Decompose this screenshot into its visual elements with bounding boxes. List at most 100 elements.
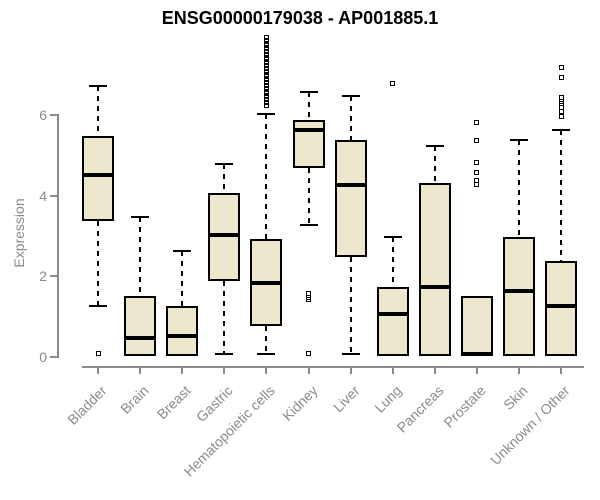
median-line xyxy=(208,233,241,237)
outlier-point xyxy=(390,81,396,87)
outlier-point xyxy=(95,351,101,357)
outlier-point xyxy=(263,34,269,40)
median-line xyxy=(124,335,157,340)
y-axis-tick xyxy=(50,275,57,278)
whisker-cap-upper xyxy=(215,163,234,166)
whisker-cap-lower xyxy=(89,304,107,307)
outlier-point xyxy=(263,91,269,97)
whisker-cap-upper xyxy=(131,215,150,218)
x-axis-tick xyxy=(223,366,226,374)
median-line xyxy=(250,281,283,286)
outlier-point xyxy=(474,119,480,125)
x-axis-tick xyxy=(433,366,436,374)
x-axis-tick xyxy=(391,366,394,374)
whisker-upper xyxy=(560,130,563,262)
x-tick-label: Lung xyxy=(370,382,405,416)
outlier-point xyxy=(263,40,269,46)
outlier-point xyxy=(558,113,564,119)
x-axis-tick xyxy=(265,366,268,374)
whisker-upper xyxy=(223,164,226,193)
median-line xyxy=(503,289,535,294)
median-line xyxy=(418,285,451,290)
whisker-cap-upper xyxy=(552,129,571,132)
x-tick-label: Bladder xyxy=(64,382,110,428)
outlier-point xyxy=(263,77,269,83)
median-line xyxy=(376,311,409,316)
box xyxy=(208,192,241,282)
whisker-cap-upper xyxy=(89,84,107,87)
whisker-upper xyxy=(97,85,99,137)
outlier-point xyxy=(263,68,269,74)
outlier-point xyxy=(263,71,269,77)
y-tick-label: 2 xyxy=(39,268,47,285)
outlier-point xyxy=(263,57,269,63)
x-tick-label: Skin xyxy=(500,382,531,413)
outlier-point xyxy=(263,60,269,66)
x-axis-tick xyxy=(97,366,99,374)
outlier-point xyxy=(306,351,311,357)
y-axis-tick xyxy=(50,114,57,116)
outlier-point xyxy=(263,63,269,69)
y-axis-tick xyxy=(50,194,57,197)
x-tick-label: Liver xyxy=(329,382,363,416)
outlier-point xyxy=(263,74,269,80)
y-tick-label: 4 xyxy=(39,187,47,204)
whisker-upper xyxy=(139,216,142,296)
whisker-upper xyxy=(391,237,394,288)
whisker-cap-upper xyxy=(383,236,402,239)
y-axis-tick xyxy=(50,356,57,358)
x-tick-label: Unknown / Other xyxy=(487,382,573,468)
x-axis-tick xyxy=(560,366,563,374)
outlier-point xyxy=(263,80,269,86)
x-axis-line xyxy=(82,366,584,368)
box xyxy=(418,182,451,356)
whisker-cap-lower xyxy=(341,352,360,355)
median-line xyxy=(334,182,367,187)
median-line xyxy=(82,172,114,177)
outlier-point xyxy=(263,43,269,49)
box xyxy=(460,295,493,356)
outlier-point xyxy=(263,65,269,71)
y-tick-label: 0 xyxy=(39,349,47,365)
median-line xyxy=(166,333,199,338)
whisker-lower xyxy=(97,220,99,306)
box xyxy=(545,261,578,356)
median-line xyxy=(545,303,578,308)
box xyxy=(166,305,199,356)
median-line xyxy=(292,128,325,133)
box xyxy=(82,136,114,221)
box xyxy=(334,140,367,258)
outlier-point xyxy=(263,51,269,57)
outlier-point xyxy=(263,85,269,91)
chart-title: ENSG00000179038 - AP001885.1 xyxy=(161,8,439,28)
box xyxy=(292,120,325,169)
outlier-point xyxy=(263,54,269,60)
whisker-lower xyxy=(265,325,268,354)
median-line xyxy=(460,351,493,356)
x-tick-label: Brain xyxy=(117,382,152,417)
outlier-point xyxy=(263,99,269,105)
box xyxy=(503,237,535,356)
x-axis-tick xyxy=(518,366,520,374)
x-axis-tick xyxy=(139,366,142,374)
outlier-point xyxy=(263,46,269,52)
outlier-point xyxy=(306,297,311,303)
whisker-upper xyxy=(433,146,436,183)
outlier-point xyxy=(474,159,480,165)
whisker-cap-lower xyxy=(257,352,276,355)
outlier-point xyxy=(558,65,564,71)
outlier-point xyxy=(263,48,269,54)
outlier-point xyxy=(474,137,480,143)
whisker-cap-lower xyxy=(299,223,318,226)
whisker-lower xyxy=(349,257,352,354)
whisker-cap-upper xyxy=(299,90,318,93)
whisker-lower xyxy=(223,281,226,354)
box xyxy=(376,287,409,356)
whisker-cap-upper xyxy=(425,145,444,148)
outlier-point xyxy=(263,102,269,108)
whisker-cap-upper xyxy=(173,250,192,253)
outlier-point xyxy=(263,88,269,94)
whisker-lower xyxy=(307,168,310,225)
